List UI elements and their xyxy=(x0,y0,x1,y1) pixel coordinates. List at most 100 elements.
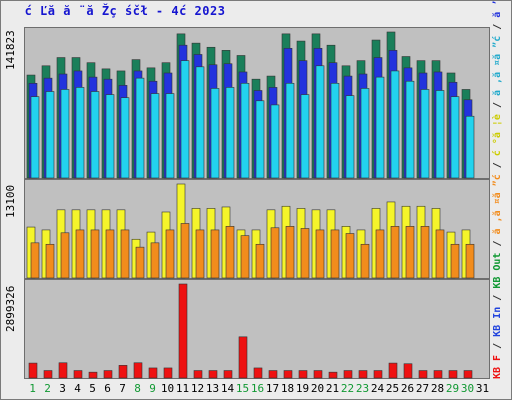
x-tick-label: 24 xyxy=(370,382,385,395)
hits-bar xyxy=(105,94,115,179)
legend-item: ă ‚ă ¤ă ”ć xyxy=(492,168,503,235)
visitors-bar xyxy=(105,229,115,279)
bandwidth-bar xyxy=(283,370,293,379)
visitors-bar xyxy=(165,229,175,279)
legend-item: / xyxy=(492,234,503,253)
bandwidth-bar xyxy=(178,283,188,379)
bars-visits-visitors xyxy=(26,183,475,279)
bandwidth-bar xyxy=(103,370,113,379)
legend: KB F / KB In / KB Out / ă ‚ă ¤ă ”ć / ć °… xyxy=(492,0,510,379)
hits-bar xyxy=(75,87,85,179)
bandwidth-bar xyxy=(208,370,218,379)
hits-bar xyxy=(135,77,145,179)
hits-bar xyxy=(345,95,355,179)
hits-bar xyxy=(285,82,295,179)
x-tick-label: 19 xyxy=(295,382,310,395)
x-tick-label: 8 xyxy=(134,382,141,395)
x-tick-label: 14 xyxy=(220,382,235,395)
bandwidth-bar xyxy=(313,370,323,379)
y-label-bandwidth: 2899326 xyxy=(4,285,17,332)
visitors-bar xyxy=(75,229,85,279)
visitors-bar xyxy=(225,226,235,279)
legend-item: ă ‚ă ¤ă ”ć xyxy=(492,29,503,96)
bandwidth-bar xyxy=(253,367,263,379)
hits-bar xyxy=(450,96,460,179)
legend-item: ă ’ç ¶ă ” xyxy=(492,0,503,18)
legend-item: ć °ă ¦è xyxy=(492,108,503,157)
bandwidth-bar xyxy=(193,370,203,379)
visitors-bar xyxy=(210,229,220,279)
hits-bar xyxy=(240,82,250,179)
visitors-bar xyxy=(240,235,250,279)
chart-title: ć Ľă ă ¨ă Žç śčł - 4ć 2023 xyxy=(24,4,226,18)
x-tick-label: 1 xyxy=(29,382,36,395)
hits-bar xyxy=(180,60,190,179)
hits-bar xyxy=(375,76,385,179)
hits-bar xyxy=(165,93,175,179)
legend-item: / xyxy=(492,336,503,355)
visitors-bar xyxy=(405,226,415,279)
bandwidth-bar xyxy=(118,365,128,379)
bandwidth-bar xyxy=(88,371,98,379)
bandwidth-bar xyxy=(433,370,443,379)
x-tick-label: 27 xyxy=(415,382,430,395)
visitors-bar xyxy=(390,226,400,279)
bandwidth-bar xyxy=(343,370,353,379)
visitors-bar xyxy=(195,229,205,279)
bandwidth-bar xyxy=(163,367,173,379)
hits-bar xyxy=(225,87,235,179)
x-tick-label: 31 xyxy=(475,382,490,395)
x-tick-label: 28 xyxy=(430,382,445,395)
x-axis-days: 1 2 3 4 5 6 7 8 9 10 11 12 13 14 15 16 17 18 19 20 21 22 23 24 2… xyxy=(24,382,490,396)
hits-bar xyxy=(300,94,310,179)
legend-item: / xyxy=(492,95,503,109)
x-tick-label: 11 xyxy=(175,382,190,395)
hits-bar xyxy=(150,93,160,179)
hits-bar xyxy=(195,66,205,179)
legend-item: KB Out xyxy=(492,252,503,289)
x-tick-label: 13 xyxy=(205,382,220,395)
x-tick-label: 30 xyxy=(460,382,475,395)
visitors-bar xyxy=(60,232,70,279)
hits-bar xyxy=(210,88,220,179)
x-tick-label: 26 xyxy=(400,382,415,395)
x-tick-label: 2 xyxy=(44,382,51,395)
bandwidth-bar xyxy=(238,336,248,379)
bandwidth-bar xyxy=(418,370,428,379)
hits-bar xyxy=(435,90,445,179)
hits-bar xyxy=(45,91,55,179)
bandwidth-bar xyxy=(148,367,158,379)
hits-bar xyxy=(90,91,100,179)
visitors-bar xyxy=(450,243,460,279)
visitors-bar xyxy=(150,242,160,279)
bars-pages-files-hits xyxy=(26,31,475,179)
hits-bar xyxy=(315,65,325,179)
y-label-visits: 13100 xyxy=(4,184,17,218)
legend-item: KB In xyxy=(492,306,503,337)
bars-bandwidth xyxy=(28,283,473,379)
bandwidth-bar xyxy=(43,370,53,379)
legend-item: KB F xyxy=(492,354,503,379)
hits-bar xyxy=(360,88,370,179)
bandwidth-bar xyxy=(373,370,383,379)
hits-bar xyxy=(465,115,475,179)
visitors-bar xyxy=(315,229,325,279)
hits-bar xyxy=(390,70,400,179)
visitors-bar xyxy=(120,229,130,279)
panel-bandwidth xyxy=(24,279,490,379)
bandwidth-bar xyxy=(403,363,413,379)
visitors-bar xyxy=(180,223,190,279)
hits-bar xyxy=(120,97,130,179)
x-tick-label: 10 xyxy=(160,382,175,395)
x-tick-label: 6 xyxy=(104,382,111,395)
hits-bar xyxy=(30,96,40,179)
panel-pages-files-hits xyxy=(24,27,490,179)
x-tick-label: 25 xyxy=(385,382,400,395)
visitors-bar xyxy=(300,228,310,279)
hits-bar xyxy=(255,100,265,179)
visitors-bar xyxy=(435,229,445,279)
panel-visits-visitors xyxy=(24,179,490,279)
bandwidth-bar xyxy=(448,370,458,379)
visitors-bar xyxy=(330,229,340,279)
hits-bar xyxy=(405,80,415,179)
